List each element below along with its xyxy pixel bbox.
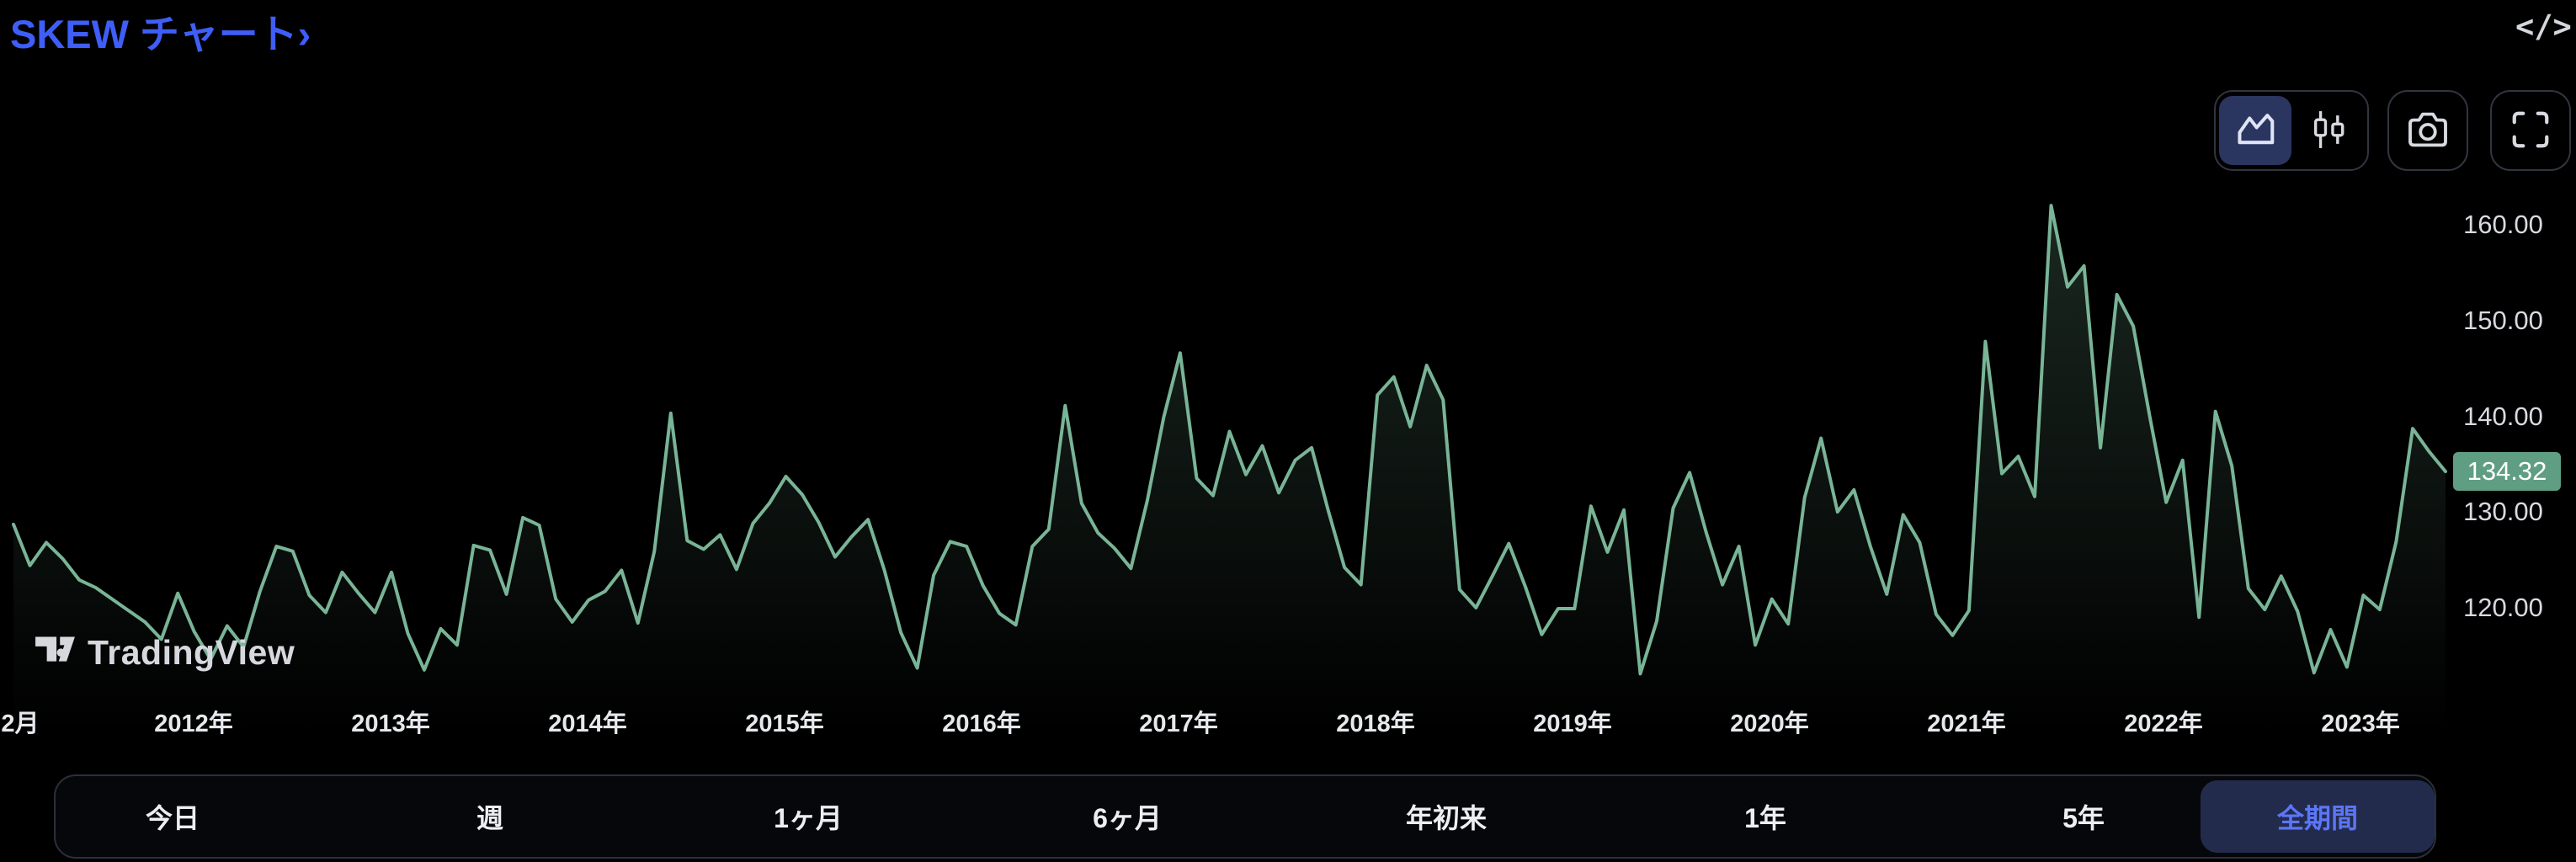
area-style-button[interactable] (2219, 96, 2291, 165)
range-tab-8[interactable]: 全期間 (2201, 780, 2435, 853)
x-axis-label: 2014年 (548, 710, 627, 737)
last-price-badge: 134.32 (2453, 452, 2561, 492)
x-axis-label: 2015年 (745, 710, 824, 737)
x-axis-label: 2021年 (1927, 710, 2006, 737)
y-axis-label: 120.00 (2463, 593, 2543, 622)
y-axis-label: 140.00 (2463, 401, 2543, 431)
x-axis-label: 2016年 (942, 710, 1021, 737)
tradingview-watermark[interactable]: TradingView (34, 630, 295, 675)
fullscreen-icon (2507, 106, 2554, 156)
x-axis-label: 2020年 (1730, 710, 1809, 737)
range-toolbar: 今日 週 1ヶ月 6ヶ月 年初来 1年 5年 全期間 (54, 774, 2436, 859)
range-tab-2[interactable]: 週 (451, 785, 529, 848)
x-axis-label: 2019年 (1533, 710, 1612, 737)
snapshot-camera-button[interactable] (2387, 90, 2468, 171)
y-axis-label: 130.00 (2463, 497, 2543, 527)
chart-style-switcher (2214, 90, 2369, 171)
range-tab-1[interactable]: 今日 (120, 785, 225, 848)
tradingview-logo-icon (34, 630, 76, 675)
x-axis-label: 2023年 (2321, 710, 2400, 737)
x-axis-label: 2022年 (2124, 710, 2203, 737)
range-tab-4[interactable]: 6ヶ月 (1067, 785, 1187, 848)
camera-icon (2404, 106, 2451, 156)
fullscreen-button[interactable] (2490, 90, 2571, 171)
range-tab-6[interactable]: 1年 (1719, 785, 1812, 848)
y-axis-label: 150.00 (2463, 305, 2543, 335)
widget-title-link[interactable]: SKEW チャート› (10, 12, 311, 56)
candlestick-chart-icon (2305, 107, 2350, 155)
y-axis-label: 160.00 (2463, 210, 2543, 239)
area-chart-icon (2233, 107, 2278, 155)
x-axis-label: 2018年 (1336, 710, 1415, 737)
x-axis-label: 2017年 (1139, 710, 1218, 737)
x-axis-label: 2月 (1, 710, 40, 737)
range-tab-5[interactable]: 年初来 (1381, 785, 1512, 848)
x-axis-label: 2013年 (351, 710, 430, 737)
x-axis-label: 2012年 (154, 710, 233, 737)
range-tab-3[interactable]: 1ヶ月 (748, 785, 868, 848)
candles-style-button[interactable] (2291, 96, 2364, 165)
range-tab-7[interactable]: 5年 (2037, 785, 2130, 848)
embed-code-icon[interactable]: </> (2515, 8, 2572, 45)
price-line (12, 204, 2447, 676)
area-fill (13, 205, 2446, 732)
tradingview-label: TradingView (88, 632, 295, 672)
